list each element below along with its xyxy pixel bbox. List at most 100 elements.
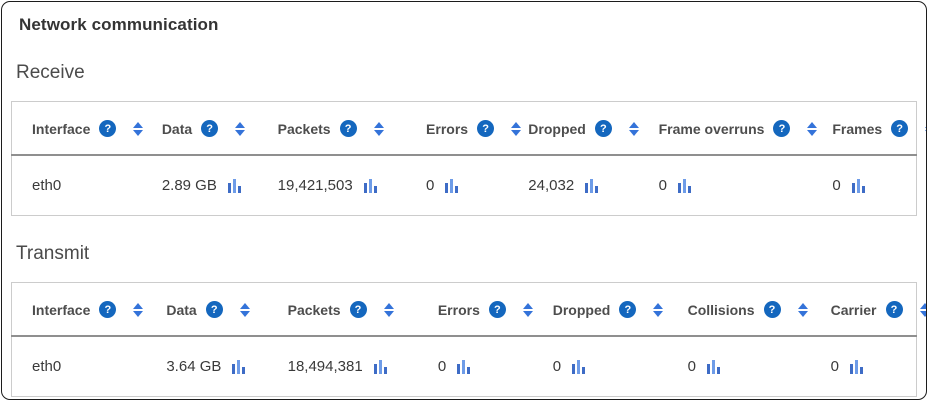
question-mark-circle-icon[interactable]: ? bbox=[349, 301, 367, 318]
cell-value: 0 bbox=[832, 177, 841, 194]
receive-cell-frames: 0 bbox=[812, 155, 916, 216]
question-mark-circle-icon[interactable]: ? bbox=[619, 301, 637, 318]
column-label: Interface bbox=[32, 301, 91, 318]
sort-arrows-icon[interactable] bbox=[383, 302, 394, 317]
sort-arrows-icon[interactable] bbox=[133, 302, 144, 317]
cell-value: 0 bbox=[658, 177, 667, 194]
cell-value: eth0 bbox=[32, 358, 62, 375]
mini-bar-chart-icon[interactable] bbox=[373, 359, 387, 374]
cell-value: 0 bbox=[552, 358, 562, 375]
section-heading-receive: Receive bbox=[16, 62, 85, 83]
sort-arrows-icon[interactable] bbox=[133, 121, 144, 136]
column-label: Data bbox=[161, 120, 193, 137]
column-label: Errors bbox=[437, 301, 480, 318]
question-mark-circle-icon[interactable]: ? bbox=[99, 120, 117, 137]
column-header-transmit-2: Packets? bbox=[267, 282, 418, 337]
receive-cell-packets: 19,421,503 bbox=[258, 155, 406, 216]
sort-arrows-icon[interactable] bbox=[925, 121, 926, 136]
receive-cell-dropped: 24,032 bbox=[508, 155, 638, 216]
column-header-receive-2: Packets? bbox=[257, 101, 407, 156]
mini-bar-chart-icon[interactable] bbox=[232, 359, 246, 374]
column-label: Packets bbox=[277, 120, 331, 137]
mini-bar-chart-icon[interactable] bbox=[457, 359, 471, 374]
sort-arrows-icon[interactable] bbox=[522, 302, 533, 317]
receive-cell-interface: eth0 bbox=[12, 155, 142, 216]
receive-cell-errors: 0 bbox=[406, 155, 508, 216]
question-mark-circle-icon[interactable]: ? bbox=[477, 120, 495, 137]
cell-value: 0 bbox=[437, 358, 447, 375]
question-mark-circle-icon[interactable]: ? bbox=[891, 120, 909, 137]
column-header-receive-5: Frame overruns? bbox=[638, 101, 818, 156]
panel-title: Network communication bbox=[19, 15, 219, 34]
column-label: Frame overruns bbox=[658, 120, 765, 137]
sections-container: Receive Interface? Data? Packets? Errors? Dro… bbox=[11, 62, 926, 397]
transmit-cell-data: 3.64 GB bbox=[146, 336, 267, 397]
sort-arrows-icon[interactable] bbox=[919, 302, 926, 317]
question-mark-circle-icon[interactable]: ? bbox=[488, 301, 506, 318]
column-header-receive-1: Data? bbox=[141, 101, 258, 156]
receive-table-row: eth0 2.89 GB 19,421,503 0 24,032 0 0 bbox=[12, 155, 917, 216]
question-mark-circle-icon[interactable]: ? bbox=[763, 301, 781, 318]
column-header-receive-6: Frames? bbox=[812, 101, 926, 156]
sort-arrows-icon[interactable] bbox=[235, 121, 246, 136]
transmit-table-row: eth0 3.64 GB 18,494,381 0 0 0 0 bbox=[12, 336, 917, 397]
mini-bar-chart-icon[interactable] bbox=[572, 359, 586, 374]
column-label: Errors bbox=[426, 120, 469, 137]
column-header-transmit-4: Dropped? bbox=[532, 282, 668, 337]
column-label: Collisions bbox=[687, 301, 755, 318]
section-receive: Receive Interface? Data? Packets? Errors? Dro… bbox=[11, 62, 926, 216]
question-mark-circle-icon[interactable]: ? bbox=[773, 120, 791, 137]
cell-value: 2.89 GB bbox=[161, 177, 217, 194]
mini-bar-chart-icon[interactable] bbox=[363, 178, 377, 193]
transmit-cell-collisions: 0 bbox=[668, 336, 811, 397]
column-header-receive-4: Dropped? bbox=[508, 101, 639, 156]
mini-bar-chart-icon[interactable] bbox=[445, 178, 459, 193]
cell-value: 0 bbox=[687, 358, 696, 375]
mini-bar-chart-icon[interactable] bbox=[585, 178, 599, 193]
column-label: Packets bbox=[287, 301, 341, 318]
sort-arrows-icon[interactable] bbox=[653, 302, 664, 317]
mini-bar-chart-icon[interactable] bbox=[227, 178, 241, 193]
column-header-transmit-1: Data? bbox=[146, 282, 268, 337]
mini-bar-chart-icon[interactable] bbox=[851, 178, 865, 193]
question-mark-circle-icon[interactable]: ? bbox=[201, 120, 219, 137]
mini-bar-chart-icon[interactable] bbox=[677, 178, 691, 193]
column-header-transmit-3: Errors? bbox=[417, 282, 533, 337]
column-header-receive-0: Interface? bbox=[11, 101, 144, 156]
transmit-header-row: Interface? Data? Packets? Errors? Dropped? Co… bbox=[11, 282, 926, 337]
column-label: Frames bbox=[832, 120, 883, 137]
mini-bar-chart-icon[interactable] bbox=[849, 359, 863, 374]
section-heading-transmit: Transmit bbox=[16, 243, 90, 264]
column-label: Dropped bbox=[528, 120, 586, 137]
cell-value: 24,032 bbox=[528, 177, 575, 194]
receive-table: Interface? Data? Packets? Errors? Dropped? Fr… bbox=[11, 101, 926, 216]
sort-arrows-icon[interactable] bbox=[628, 121, 639, 136]
sort-arrows-icon[interactable] bbox=[807, 121, 818, 136]
sort-arrows-icon[interactable] bbox=[373, 121, 384, 136]
cell-value: 19,421,503 bbox=[277, 177, 353, 194]
sort-arrows-icon[interactable] bbox=[511, 121, 522, 136]
column-header-transmit-6: Carrier? bbox=[810, 282, 926, 337]
question-mark-circle-icon[interactable]: ? bbox=[339, 120, 357, 137]
sort-arrows-icon[interactable] bbox=[239, 302, 250, 317]
column-label: Carrier bbox=[830, 301, 877, 318]
receive-cell-frame-overruns: 0 bbox=[639, 155, 813, 216]
column-header-transmit-5: Collisions? bbox=[667, 282, 811, 337]
transmit-cell-dropped: 0 bbox=[533, 336, 668, 397]
transmit-cell-packets: 18,494,381 bbox=[268, 336, 418, 397]
mini-bar-chart-icon[interactable] bbox=[706, 359, 720, 374]
transmit-cell-carrier: 0 bbox=[811, 336, 917, 397]
receive-header-row: Interface? Data? Packets? Errors? Dropped? Fr… bbox=[11, 101, 926, 156]
receive-cell-data: 2.89 GB bbox=[142, 155, 258, 216]
question-mark-circle-icon[interactable]: ? bbox=[885, 301, 903, 318]
column-header-transmit-0: Interface? bbox=[11, 282, 147, 337]
question-mark-circle-icon[interactable]: ? bbox=[205, 301, 223, 318]
column-label: Dropped bbox=[552, 301, 611, 318]
sort-arrows-icon[interactable] bbox=[797, 302, 808, 317]
question-mark-circle-icon[interactable]: ? bbox=[594, 120, 612, 137]
cell-value: 0 bbox=[830, 358, 839, 375]
transmit-cell-errors: 0 bbox=[418, 336, 533, 397]
question-mark-circle-icon[interactable]: ? bbox=[99, 301, 117, 318]
transmit-table: Interface? Data? Packets? Errors? Dropped? Co… bbox=[11, 282, 926, 397]
